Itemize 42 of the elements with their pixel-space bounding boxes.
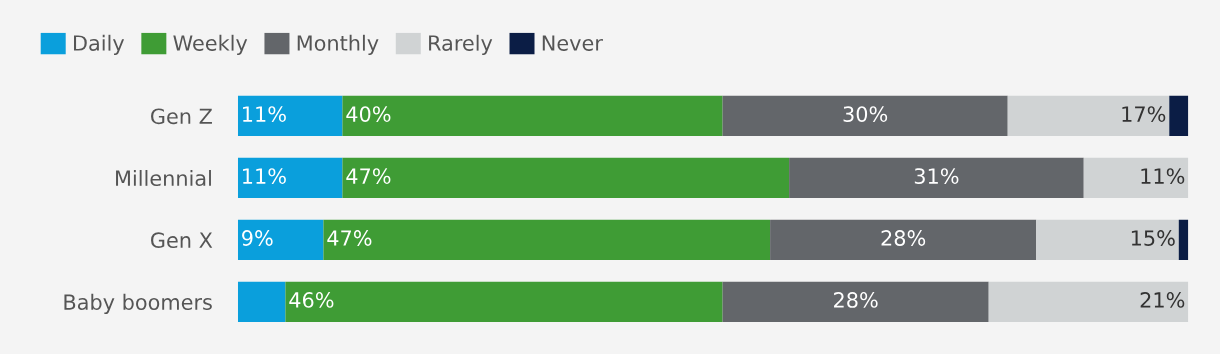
- data-label: 47%: [327, 230, 372, 246]
- data-label: 31%: [914, 168, 959, 184]
- bar: [342, 157, 790, 199]
- bar: [789, 157, 1084, 199]
- data-label: 15%: [1131, 230, 1175, 246]
- data-label: 47%: [346, 168, 391, 184]
- data-label: 46%: [289, 292, 334, 308]
- data-label: 9%: [242, 230, 273, 246]
- data-label: 21%: [1140, 292, 1185, 308]
- bar: [722, 281, 989, 322]
- legend-label: Daily: [74, 34, 125, 55]
- data-label: 11%: [243, 106, 286, 122]
- bar: [1178, 219, 1189, 260]
- legend-label: Weekly: [173, 34, 248, 55]
- data-label: 11%: [1141, 168, 1185, 184]
- y-tick-label: Millennial: [116, 169, 211, 187]
- bar: [237, 157, 343, 199]
- data-label: 40%: [346, 106, 391, 122]
- data-label: 17%: [1122, 106, 1166, 122]
- bar: [722, 95, 1008, 137]
- legend-label: Never: [542, 35, 603, 51]
- data-label: 30%: [843, 106, 888, 122]
- data-label: 28%: [881, 230, 926, 246]
- y-tick-label: Gen Z: [151, 108, 212, 125]
- legend-label: Monthly: [297, 34, 379, 55]
- bar: [1083, 157, 1189, 199]
- bar: [237, 281, 286, 322]
- bar: [237, 95, 343, 137]
- bar: [342, 95, 723, 137]
- y-tick-label: Gen X: [151, 232, 213, 249]
- data-label: 11%: [243, 168, 286, 184]
- bar: [1036, 219, 1179, 260]
- bar: [323, 219, 771, 260]
- bar: [1169, 95, 1189, 137]
- data-label: 28%: [834, 292, 878, 308]
- legend-label: Rarely: [429, 34, 493, 55]
- y-tick-label: Baby boomers: [64, 293, 212, 315]
- bar: [237, 219, 324, 260]
- bar: [285, 281, 723, 322]
- bar: [988, 281, 1189, 322]
- bar: [770, 219, 1037, 260]
- bar: [1007, 95, 1170, 137]
